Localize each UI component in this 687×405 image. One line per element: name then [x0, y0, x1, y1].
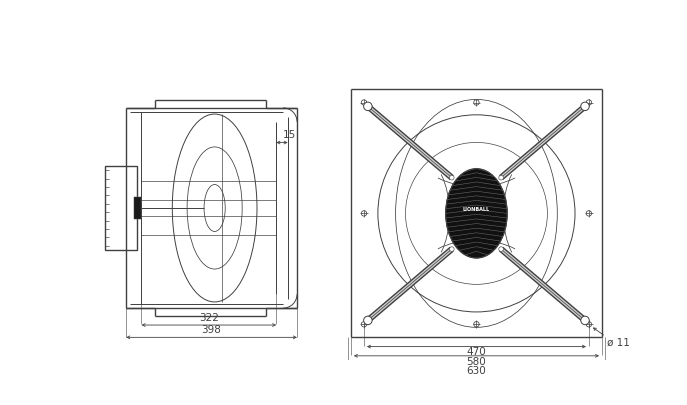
Circle shape: [499, 175, 504, 180]
Bar: [134, 197, 142, 219]
Text: 630: 630: [466, 366, 486, 376]
Text: 15: 15: [283, 130, 296, 140]
Circle shape: [581, 102, 589, 111]
Circle shape: [449, 247, 454, 252]
Text: 322: 322: [199, 313, 218, 323]
Circle shape: [449, 175, 454, 180]
Circle shape: [363, 102, 372, 111]
Circle shape: [499, 247, 504, 252]
Text: 470: 470: [466, 347, 486, 357]
Circle shape: [581, 316, 589, 325]
Text: ø 11: ø 11: [607, 337, 630, 347]
Text: 580: 580: [466, 356, 486, 367]
Circle shape: [363, 316, 372, 325]
Bar: [104, 166, 137, 250]
Ellipse shape: [446, 169, 507, 258]
Text: LIONBALL: LIONBALL: [463, 207, 490, 212]
Text: 398: 398: [201, 325, 221, 335]
